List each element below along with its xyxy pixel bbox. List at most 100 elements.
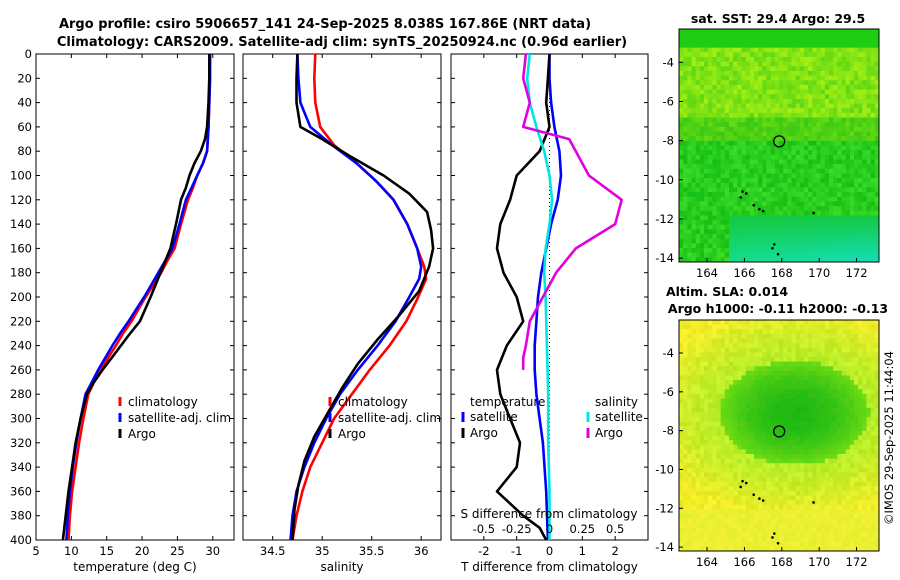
map-cell [749,238,755,244]
map-cell [691,187,697,193]
map-cell [724,366,730,372]
map-cell [837,56,842,63]
map-cell [779,224,784,230]
map-cell [783,486,788,492]
map-cell [854,201,859,207]
map-cell [724,518,730,524]
map-cell [737,440,742,446]
map-cell [804,84,809,90]
map-cell [816,196,822,202]
map-cell [770,352,776,358]
map-cell [679,490,684,496]
map-cell [754,103,759,109]
map-cell [874,384,880,390]
map-cell [754,370,759,376]
map-cell [729,154,734,160]
map-cell [712,407,717,413]
map-cell [816,108,822,114]
map-cell [874,70,880,76]
map-cell [824,248,830,254]
map-cell [837,103,842,109]
map-cell [783,234,788,240]
map-cell [758,112,763,118]
map-cell [762,33,767,39]
map-cell [712,347,717,353]
map-cell [683,56,688,63]
map-cell [833,159,838,165]
map-cell [870,94,876,100]
map-cell [829,430,834,436]
map-cell [741,343,747,349]
map-cell [849,361,855,367]
map-cell [712,70,717,76]
map-cell [691,210,697,216]
map-cell [820,472,826,478]
map-cell [799,56,805,63]
map-cell [729,504,734,510]
map-cell [762,196,767,202]
map-cell [829,33,834,39]
map-cell [712,403,717,409]
map-cell [683,150,688,156]
map-cell [837,70,842,76]
map-cell [833,187,838,193]
map-cell [729,98,734,104]
map-cell [812,136,817,142]
map-cell [716,178,722,184]
map-cell [708,159,713,165]
map-cell [812,182,817,188]
map-cell [737,347,742,353]
map-cell [687,103,692,109]
map-cell [712,398,717,404]
map-cell [695,463,701,469]
map-cell [724,248,730,254]
map-cell [862,168,867,174]
map-cell [829,224,834,230]
map-cell [787,370,792,376]
map-cell [733,412,738,418]
map-cell [791,537,797,543]
map-cell [687,490,692,496]
map-cell [849,366,855,372]
map-cell [708,472,713,478]
map-cell [799,220,805,226]
map-cell [829,238,834,244]
map-cell [708,440,713,446]
map-cell [704,131,709,137]
map-cell [795,523,801,529]
map-cell [708,112,713,118]
map-cell [787,42,792,49]
map-cell [837,192,842,198]
map-cell [774,366,780,372]
map-cell [745,361,751,367]
map-cell [808,33,813,39]
map-cell [712,370,717,376]
map-cell [854,380,859,386]
map-cell [733,75,738,81]
map-cell [862,412,867,418]
map-cell [837,495,842,501]
map-cell [687,467,692,473]
map-cell [829,532,834,538]
map-cell [791,206,797,212]
map-cell [766,112,772,118]
map-cell [754,403,759,409]
map-cell [854,366,859,372]
map-cell [683,527,688,533]
map-cell [695,467,701,473]
map-cell [729,384,734,390]
map-cell [729,453,734,459]
map-cell [699,518,705,524]
map-cell [737,458,742,464]
map-cell [679,229,684,235]
map-cell [770,224,776,230]
map-cell [691,514,697,520]
map-cell [716,229,722,235]
map-cell [833,210,838,216]
map-cell [824,103,830,109]
map-cell [787,338,792,344]
map-cell [712,80,717,86]
map-cell [799,518,805,524]
map-cell [787,75,792,81]
map-cell [683,89,688,95]
